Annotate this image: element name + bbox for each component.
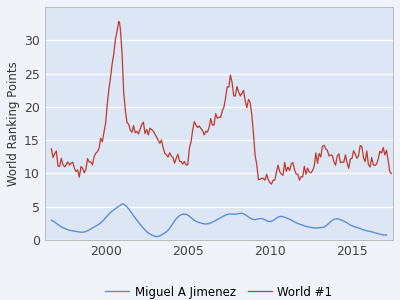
Miguel A Jimenez	[154, 235, 159, 238]
World #1	[269, 182, 274, 186]
Y-axis label: World Ranking Points: World Ranking Points	[7, 61, 20, 186]
World #1	[116, 20, 121, 23]
Miguel A Jimenez	[361, 228, 366, 232]
Miguel A Jimenez	[220, 215, 225, 219]
World #1	[294, 172, 298, 176]
Miguel A Jimenez	[384, 233, 389, 237]
World #1	[286, 165, 290, 169]
Miguel A Jimenez	[378, 232, 382, 236]
World #1	[389, 172, 394, 175]
World #1	[328, 153, 333, 157]
World #1	[170, 155, 175, 159]
World #1	[49, 147, 54, 151]
Line: Miguel A Jimenez: Miguel A Jimenez	[52, 204, 386, 237]
Line: World #1: World #1	[52, 21, 392, 184]
World #1	[59, 157, 64, 160]
Miguel A Jimenez	[134, 218, 139, 222]
Miguel A Jimenez	[59, 225, 64, 229]
Miguel A Jimenez	[148, 232, 152, 236]
Legend: Miguel A Jimenez, World #1: Miguel A Jimenez, World #1	[101, 281, 337, 300]
Miguel A Jimenez	[120, 202, 124, 206]
Miguel A Jimenez	[49, 218, 54, 222]
World #1	[121, 91, 126, 94]
